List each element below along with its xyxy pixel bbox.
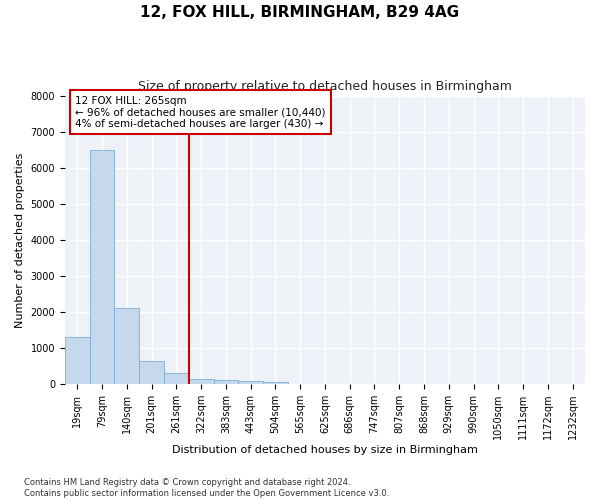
Bar bbox=[115, 308, 139, 384]
Bar bbox=[89, 150, 115, 384]
Text: Contains HM Land Registry data © Crown copyright and database right 2024.
Contai: Contains HM Land Registry data © Crown c… bbox=[24, 478, 389, 498]
Bar bbox=[263, 382, 288, 384]
Bar bbox=[139, 361, 164, 384]
Bar bbox=[189, 379, 214, 384]
Text: 12 FOX HILL: 265sqm
← 96% of detached houses are smaller (10,440)
4% of semi-det: 12 FOX HILL: 265sqm ← 96% of detached ho… bbox=[76, 96, 326, 129]
Bar bbox=[214, 380, 238, 384]
X-axis label: Distribution of detached houses by size in Birmingham: Distribution of detached houses by size … bbox=[172, 445, 478, 455]
Title: Size of property relative to detached houses in Birmingham: Size of property relative to detached ho… bbox=[138, 80, 512, 93]
Bar bbox=[164, 374, 189, 384]
Text: 12, FOX HILL, BIRMINGHAM, B29 4AG: 12, FOX HILL, BIRMINGHAM, B29 4AG bbox=[140, 5, 460, 20]
Bar bbox=[65, 338, 89, 384]
Bar bbox=[238, 382, 263, 384]
Y-axis label: Number of detached properties: Number of detached properties bbox=[15, 152, 25, 328]
